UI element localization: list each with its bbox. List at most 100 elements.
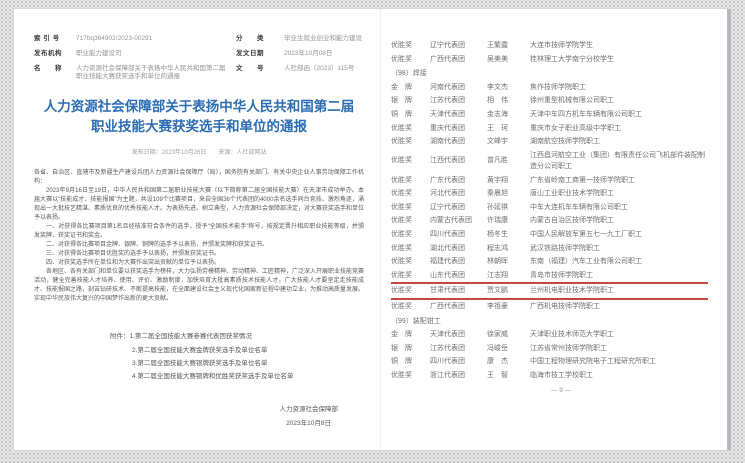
info-value: 人力资源社会保障部关于表扬中华人民共和国第二届职业技能大赛获奖选手和单位的通报	[76, 64, 226, 81]
delegation-cell: 江苏代表团	[430, 97, 465, 105]
document-title: 人力资源社会保障部关于表扬中华人民共和国第二届职业技能大赛获奖选手和单位的通报	[43, 99, 355, 134]
info-value: 717bq364902/2023-00291	[76, 35, 153, 42]
body-paragraph: 三、对获得各比赛项目优胜奖的选手予以表扬，并颁发获奖证书。	[46, 251, 221, 258]
award-cell: 金 牌	[391, 83, 412, 91]
name-cell: 曾凡胜	[487, 157, 508, 165]
award-cell: 优胜奖	[391, 258, 412, 266]
delegation-cell: 河北代表团	[430, 190, 465, 198]
delegation-cell: 江苏代表团	[430, 344, 465, 352]
delegation-cell: 广东代表团	[430, 176, 465, 184]
name-cell: 李祖豪	[487, 302, 508, 310]
unit-cell: 桂林理工大学南宁分校学生	[530, 55, 614, 63]
award-row: 优胜奖 福建代表团 林朝晖 东南（福建）汽车工业有限公司职工	[391, 255, 708, 269]
award-row: 优胜奖 广东代表团 黄宇翔 广东省岭南工商第一技师学院职工	[391, 174, 708, 188]
award-cell: 铜 牌	[391, 358, 412, 366]
delegation-cell: 天津代表团	[430, 331, 465, 339]
unit-cell: 中国人民解放军第五七一九工厂职工	[530, 231, 642, 239]
award-row: 优胜奖 湖北代表团 程志鸿 武汉铁路技师学院职工	[391, 242, 708, 256]
unit-cell: 青岛市技师学院职工	[530, 271, 593, 279]
unit-cell: 天津职业技术师范大学职工	[530, 331, 614, 339]
delegation-cell: 天津代表团	[430, 110, 465, 118]
unit-cell: 唐山工业职业技术学院职工	[530, 190, 614, 198]
attachment-item: 附件：1.第二届全国技能大赛参赛代表团获奖情况	[110, 333, 252, 341]
name-cell: 黄宇翔	[487, 176, 508, 184]
unit-cell: 中车大连机车车辆有限公司职工	[530, 203, 628, 211]
signer-name: 人力资源社会保障部	[279, 406, 339, 414]
award-row: 优胜奖 四川代表团 杨冬生 中国人民解放军第五七一九工厂职工	[391, 228, 708, 242]
unit-cell: 临海市技工学校职工	[530, 371, 593, 379]
name-cell: 吴美美	[487, 55, 508, 63]
award-cell: 优胜奖	[391, 190, 412, 198]
name-cell: 林朝晖	[487, 258, 508, 266]
award-cell: 优胜奖	[391, 287, 412, 295]
unit-cell: 兰州机电职业技术学院职工	[530, 287, 614, 295]
name-cell: 秦晨旭	[487, 190, 508, 198]
delegation-cell: 广西代表团	[430, 55, 465, 63]
unit-cell: 湖南航空技师学院职工	[530, 138, 600, 146]
unit-cell: 重庆市女子职业高级中学职工	[530, 124, 621, 132]
body-paragraph: 各省、自治区、直辖市及新疆生产建设兵团人力资源社会保障厅（局），国务院有关部门、…	[34, 170, 364, 186]
name-cell: 程志鸿	[487, 244, 508, 252]
info-value: 人社部函〔2023〕115号	[284, 64, 355, 72]
document-body: 各省、自治区、直辖市及新疆生产建设兵团人力资源社会保障厅（局），国务院有关部门、…	[34, 169, 364, 304]
name-cell: 贾文鹏	[487, 287, 508, 295]
delegation-cell: 浙江代表团	[430, 371, 465, 379]
award-cell: 优胜奖	[391, 217, 412, 225]
award-row: 金 牌 河南代表团 李文杰 焦作技师学院职工	[391, 81, 708, 95]
delegation-cell: 甘肃代表团	[430, 287, 465, 295]
award-cell: 优胜奖	[391, 55, 412, 63]
body-paragraph: 各地区、各有关部门和单位要以获奖选手为榜样，大力弘扬劳模精神、劳动精神、工匠精神…	[34, 269, 365, 303]
award-cell: 银 牌	[391, 97, 412, 105]
unit-cell: 东南（福建）汽车工业有限公司职工	[530, 258, 642, 266]
unit-cell: 内蒙古自治区技师学院职工	[530, 217, 614, 225]
name-cell: 冯峻岳	[487, 344, 508, 352]
delegation-cell: 内蒙古代表团	[430, 217, 472, 225]
delegation-cell: 湖北代表团	[430, 244, 465, 252]
award-row: 优胜奖 广西代表团 吴美美 桂林理工大学南宁分校学生	[391, 53, 708, 67]
name-cell: 徐家威	[487, 331, 508, 339]
unit-cell: 大连市技师学院学生	[530, 42, 593, 50]
award-row: 优胜奖 河北代表团 秦晨旭 唐山工业职业技术学院职工	[391, 187, 708, 201]
award-row: 优胜奖 江西代表团 曾凡胜 江西昌河航空工业（集团）有限责任公司飞机部件装配制造分公司…	[391, 149, 708, 174]
unit-cell: 武汉铁路技师学院职工	[530, 244, 600, 252]
name-cell: 王 智	[487, 371, 508, 379]
award-cell: 优胜奖	[391, 231, 412, 239]
attachment-item: 2.第二届全国技能大赛金牌获奖选手及单位名单	[132, 346, 268, 354]
info-label: 文 号	[236, 64, 264, 72]
delegation-cell: 四川代表团	[430, 358, 465, 366]
body-paragraph: 二、对获得各比赛项目金牌、银牌、铜牌的选手予以表扬，并颁发奖牌和获奖证书。	[46, 242, 269, 249]
name-cell: 金志海	[487, 110, 508, 118]
name-cell: 相 伟	[487, 97, 508, 105]
award-row: 优胜奖 重庆代表团 王 珂 重庆市女子职业高级中学职工	[391, 121, 708, 135]
award-cell: 金 牌	[391, 331, 412, 339]
project-section-header: （99）装配钳工	[391, 317, 441, 325]
project-section-header: （98）焊接	[391, 70, 427, 78]
award-cell: 优胜奖	[391, 271, 412, 279]
info-label: 索 引 号	[34, 35, 60, 42]
info-label: 发布机构	[34, 49, 62, 57]
page-edge-shadow	[727, 9, 731, 450]
body-paragraph: 2023年9月16日至19日，中华人民共和国第二届职业技能大赛（以下简称第二届全…	[34, 188, 365, 222]
unit-cell: 天津中车四方机车车辆有限公司职工	[530, 110, 642, 118]
delegation-cell: 湖南代表团	[430, 138, 465, 146]
unit-cell: 广东省岭南工商第一技师学院职工	[530, 176, 635, 184]
delegation-cell: 辽宁代表团	[430, 42, 465, 50]
page-number: — 9 —	[551, 387, 572, 395]
name-cell: 王繁露	[487, 42, 508, 50]
award-row: 金 牌 天津代表团 徐家威 天津职业技术师范大学职工	[391, 328, 708, 342]
name-cell: 康 杰	[487, 358, 508, 366]
award-row: 银 牌 江苏代表团 冯峻岳 江苏省常州技师学院职工	[391, 342, 708, 356]
award-list: 优胜奖 辽宁代表团 王繁露 大连市技师学院学生 优胜奖 广西代表团 吴美美 桂林理工大学南宁分…	[391, 39, 708, 382]
delegation-cell: 四川代表团	[430, 231, 465, 239]
sign-date: 2023年10月8日	[286, 420, 331, 428]
info-value: 毕业生就业创业和能力建设	[284, 35, 362, 42]
delegation-cell: 广西代表团	[430, 302, 465, 310]
unit-cell: 徐州重型机械有限公司职工	[530, 97, 614, 105]
delegation-cell: 江西代表团	[430, 157, 465, 165]
attachment-item: 3.第二届全国技能大赛银牌获奖选手及单位名单	[132, 359, 268, 367]
award-cell: 优胜奖	[391, 124, 412, 132]
award-cell: 优胜奖	[391, 244, 412, 252]
unit-cell: 广西机电技师学院职工	[530, 302, 600, 310]
award-row-highlighted: 优胜奖 甘肃代表团 贾文鹏 兰州机电职业技术学院职工	[391, 282, 708, 300]
